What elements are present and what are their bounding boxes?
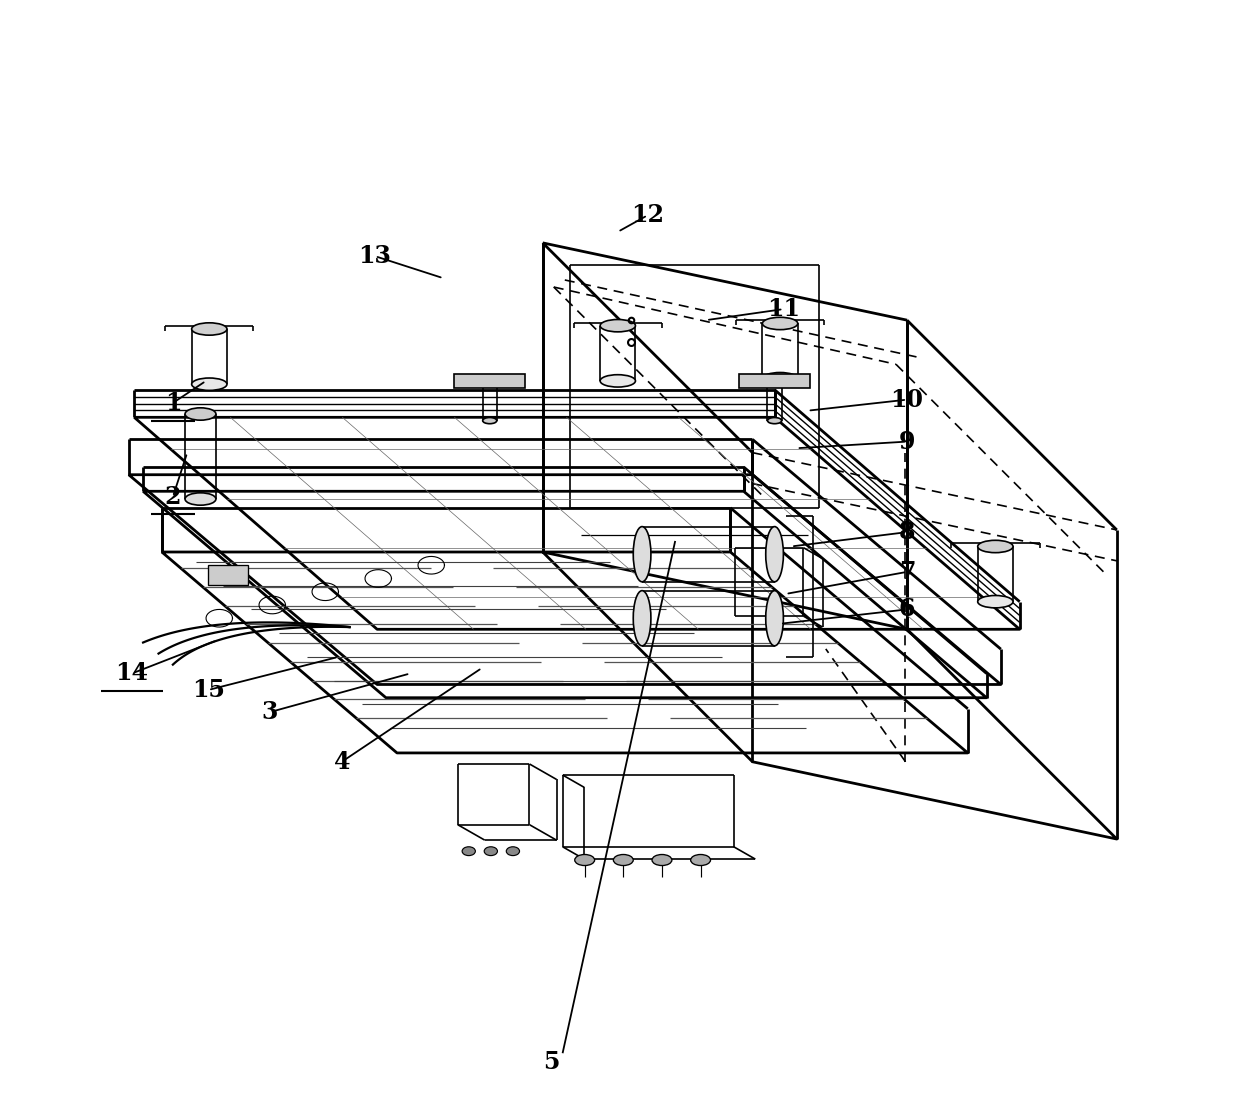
Ellipse shape [574,854,595,866]
Text: 9: 9 [899,429,915,454]
Text: 12: 12 [631,203,665,227]
Ellipse shape [600,319,635,332]
Ellipse shape [763,317,797,330]
Ellipse shape [506,847,520,856]
Ellipse shape [482,417,497,424]
Text: 13: 13 [358,244,392,268]
Text: 11: 11 [766,297,800,321]
Ellipse shape [185,407,216,421]
Text: 7: 7 [899,560,915,584]
Ellipse shape [766,591,784,646]
Ellipse shape [185,492,216,506]
Ellipse shape [192,322,227,336]
Text: 15: 15 [192,678,224,702]
Text: 4: 4 [334,750,350,774]
Text: 2: 2 [165,485,181,509]
FancyBboxPatch shape [208,565,248,585]
Ellipse shape [192,378,227,391]
Text: 14: 14 [115,661,149,686]
Ellipse shape [634,591,651,646]
FancyBboxPatch shape [739,374,810,388]
Ellipse shape [634,527,651,582]
Ellipse shape [463,847,475,856]
Text: 5: 5 [543,1050,559,1074]
Ellipse shape [763,372,797,385]
Ellipse shape [977,540,1013,553]
Text: 8: 8 [899,520,915,544]
Ellipse shape [600,374,635,388]
FancyBboxPatch shape [454,374,525,388]
Ellipse shape [614,854,634,866]
Ellipse shape [652,854,672,866]
Text: 1: 1 [165,391,181,415]
Ellipse shape [691,854,711,866]
Ellipse shape [484,847,497,856]
Text: 10: 10 [890,388,924,412]
Ellipse shape [977,595,1013,608]
Ellipse shape [768,417,781,424]
Text: 6: 6 [899,597,915,622]
Ellipse shape [766,527,784,582]
Text: 3: 3 [262,700,278,724]
